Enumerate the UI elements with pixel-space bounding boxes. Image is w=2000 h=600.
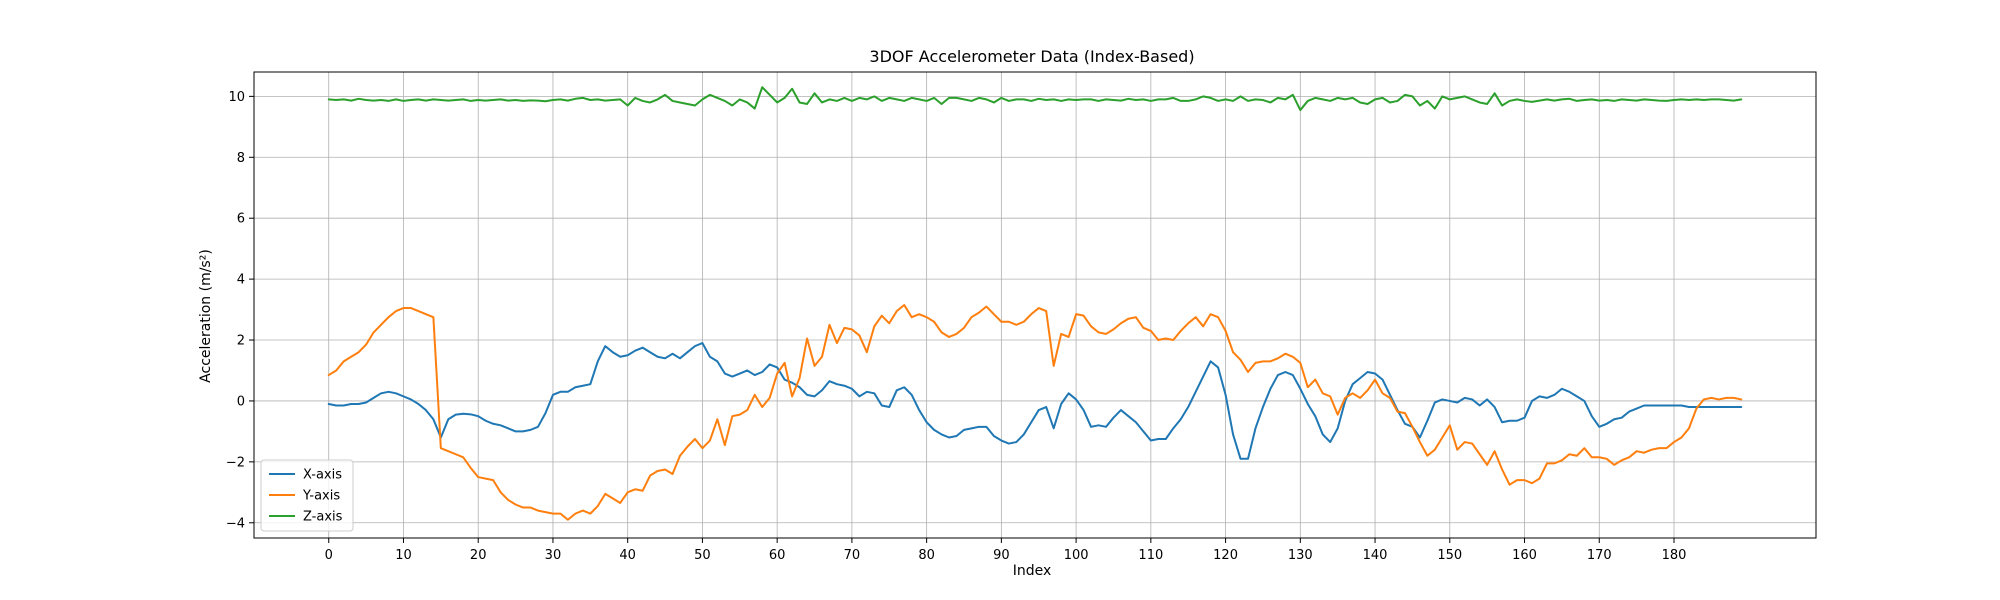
x-tick-label: 0 <box>325 548 333 563</box>
plot-background <box>254 72 1816 538</box>
y-axis-label: Acceleration (m/s²) <box>198 249 214 383</box>
legend: X-axis Y-axis Z-axis <box>260 459 354 532</box>
x-tick-label: 100 <box>1064 548 1089 563</box>
series-line-x-axis <box>327 342 1743 460</box>
x-tick-label: 40 <box>619 548 636 563</box>
legend-label-z-axis: Z-axis <box>303 510 343 525</box>
legend-label-x-axis: X-axis <box>303 468 342 483</box>
chart-title: 3DOF Accelerometer Data (Index-Based) <box>869 47 1194 66</box>
y-tick-label: −2 <box>226 455 245 470</box>
y-tick-label: 0 <box>237 394 245 409</box>
x-axis-label: Index <box>1013 563 1052 579</box>
legend-label-y-axis: Y-axis <box>302 489 340 504</box>
y-tick-label: 4 <box>237 273 245 288</box>
x-tick-label: 80 <box>918 548 935 563</box>
x-tick-label: 30 <box>545 548 562 563</box>
series-line-y-axis <box>327 304 1743 521</box>
x-tick-label: 130 <box>1288 548 1313 563</box>
x-tick-label: 60 <box>769 548 786 563</box>
y-tick-label: 2 <box>237 334 245 349</box>
x-tick-label: 150 <box>1437 548 1462 563</box>
x-tick-label: 180 <box>1662 548 1687 563</box>
grid <box>254 72 1816 538</box>
x-tick-label: 20 <box>470 548 487 563</box>
x-tick-label: 10 <box>395 548 412 563</box>
y-tick-label: −4 <box>226 516 245 531</box>
x-tick-label: 90 <box>993 548 1010 563</box>
x-tick-label: 120 <box>1213 548 1238 563</box>
x-tick-label: 170 <box>1587 548 1612 563</box>
x-tick-label: 70 <box>844 548 861 563</box>
series-lines <box>327 86 1743 521</box>
x-tick-label: 110 <box>1138 548 1163 563</box>
plot-frame <box>253 71 1817 539</box>
y-tick-label: 8 <box>237 151 245 166</box>
plot-area: 0 10 20 30 40 50 60 70 80 90 100 110 120 130 140 150 160… <box>226 71 1817 563</box>
axis-ticks: 0 10 20 30 40 50 60 70 80 90 100 110 120 130 140 150 160… <box>226 90 1687 563</box>
x-tick-label: 140 <box>1363 548 1388 563</box>
y-tick-label: 6 <box>237 212 245 227</box>
x-tick-label: 50 <box>694 548 711 563</box>
y-tick-label: 10 <box>228 90 245 105</box>
series-line-z-axis <box>327 86 1743 112</box>
legend-box <box>260 459 354 532</box>
x-tick-label: 160 <box>1512 548 1537 563</box>
